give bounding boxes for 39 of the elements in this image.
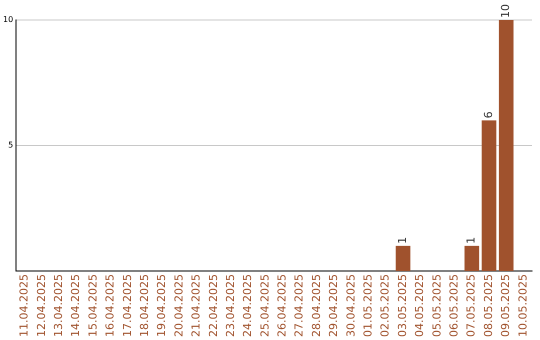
x-tick-label: 16.04.2025 [104,274,117,338]
bar [396,246,410,272]
x-tick-label: 15.04.2025 [86,274,100,338]
x-tick-label: 23.04.2025 [224,274,237,338]
x-tick-label: 01.05.2025 [362,274,375,338]
bar [498,20,514,272]
x-tick-label: 09.05.2025 [499,274,512,338]
x-tick-label: 22.04.2025 [206,274,220,338]
x-tick-label: 25.04.2025 [258,274,272,338]
x-tick-label: 27.04.2025 [292,274,306,338]
x-tick-label: 11.04.2025 [18,274,31,338]
y-tick-label: 5 [8,140,14,150]
x-tick-label: 14.04.2025 [69,274,82,338]
x-tick-label: 19.04.2025 [155,274,168,338]
bar [464,246,480,272]
x-tick-label: 02.05.2025 [378,274,392,338]
x-tick-label: 20.04.2025 [172,274,186,338]
x-tick-label: 26.04.2025 [276,274,289,338]
x-tick-label: 18.04.2025 [138,274,151,338]
x-tick-label: 24.04.2025 [241,274,254,338]
x-tick-label: 28.04.2025 [310,274,323,338]
x-tick-label: 17.04.2025 [120,274,134,338]
x-tick-label: 03.05.2025 [396,274,409,338]
x-tick-label: 30.04.2025 [344,274,358,338]
x-tick-label: 07.05.2025 [464,274,478,338]
data-label: 1 [464,236,478,244]
x-tick-label: 21.04.2025 [190,274,203,338]
data-label: 10 [499,4,512,18]
x-tick-label: 06.05.2025 [447,274,460,338]
x-tick-label: 29.04.2025 [327,274,340,338]
x-tick-label: 12.04.2025 [34,274,48,338]
x-tick-label: 08.05.2025 [482,274,495,338]
x-tick-label: 13.04.2025 [52,274,66,338]
bar [482,120,496,272]
data-label: 6 [482,111,495,118]
x-tick-label: 05.05.2025 [430,274,444,338]
x-tick-label: 10.05.2025 [516,274,530,338]
data-label: 1 [396,236,409,244]
x-tick-label: 04.05.2025 [413,274,426,338]
